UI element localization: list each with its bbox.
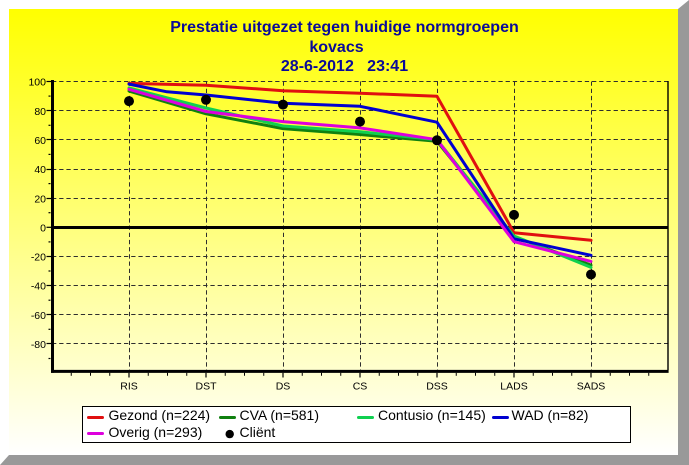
svg-text:40: 40 — [34, 164, 46, 176]
svg-text:RIS: RIS — [120, 381, 138, 393]
svg-text:60: 60 — [34, 135, 46, 147]
svg-text:DSS: DSS — [426, 381, 448, 393]
svg-text:0: 0 — [40, 222, 46, 234]
svg-text:CS: CS — [353, 381, 368, 393]
svg-text:20: 20 — [34, 193, 46, 205]
svg-text:-60: -60 — [31, 310, 46, 322]
svg-text:SADS: SADS — [577, 381, 606, 393]
svg-text:DS: DS — [276, 381, 291, 393]
svg-text:80: 80 — [34, 106, 46, 118]
svg-text:100: 100 — [28, 77, 46, 89]
svg-text:-40: -40 — [31, 281, 46, 293]
svg-text:LADS: LADS — [500, 381, 527, 393]
svg-text:-20: -20 — [31, 252, 46, 264]
svg-text:-80: -80 — [31, 339, 46, 351]
svg-text:DST: DST — [196, 381, 218, 393]
